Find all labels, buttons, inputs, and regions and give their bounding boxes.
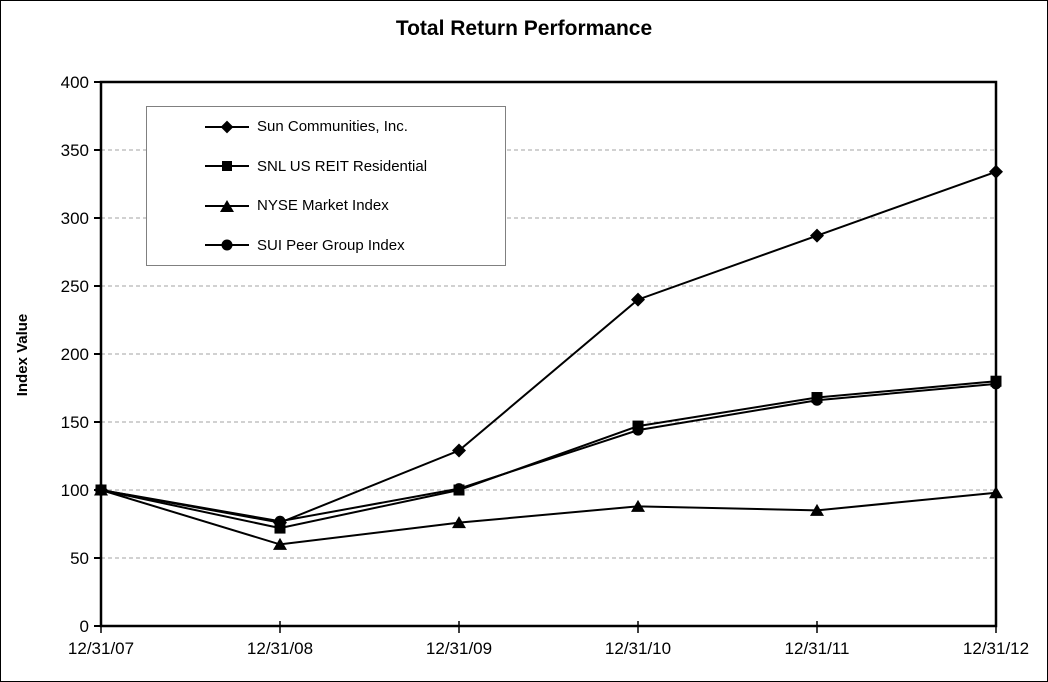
legend-item-label: Sun Communities, Inc. <box>257 118 408 136</box>
square-marker-icon <box>222 161 232 172</box>
legend-item: NYSE Market Index <box>205 197 505 214</box>
svg-text:50: 50 <box>70 549 89 568</box>
legend-item-label: NYSE Market Index <box>257 197 389 215</box>
svg-text:12/31/12: 12/31/12 <box>963 639 1029 658</box>
legend-item-label: SNL US REIT Residential <box>257 157 428 175</box>
legend-item: SNL US REIT Residential <box>205 158 505 175</box>
legend: Sun Communities, Inc. SNL US REIT Reside… <box>146 106 506 266</box>
legend-item-label: SUI Peer Group Index <box>257 236 405 254</box>
svg-text:12/31/07: 12/31/07 <box>68 639 134 658</box>
legend-item: SUI Peer Group Index <box>205 237 505 254</box>
legend-line-icon <box>205 199 249 212</box>
svg-text:250: 250 <box>61 277 89 296</box>
chart-title: Total Return Performance <box>395 17 653 40</box>
triangle-marker-icon <box>220 199 234 212</box>
svg-text:12/31/08: 12/31/08 <box>247 639 313 658</box>
circle-marker-icon <box>221 239 233 251</box>
svg-text:300: 300 <box>61 209 89 228</box>
svg-text:0: 0 <box>80 617 89 636</box>
svg-text:100: 100 <box>61 481 89 500</box>
legend-line-icon <box>205 239 249 251</box>
svg-text:12/31/11: 12/31/11 <box>785 639 850 658</box>
svg-text:12/31/10: 12/31/10 <box>605 639 671 658</box>
svg-text:350: 350 <box>61 141 89 160</box>
legend-item: Sun Communities, Inc. <box>205 118 505 135</box>
diamond-marker-icon <box>220 120 234 134</box>
svg-text:200: 200 <box>61 345 89 364</box>
svg-text:12/31/09: 12/31/09 <box>426 639 492 658</box>
svg-text:400: 400 <box>61 73 89 92</box>
svg-text:150: 150 <box>61 413 89 432</box>
legend-line-icon <box>205 120 249 134</box>
legend-line-icon <box>205 161 249 172</box>
